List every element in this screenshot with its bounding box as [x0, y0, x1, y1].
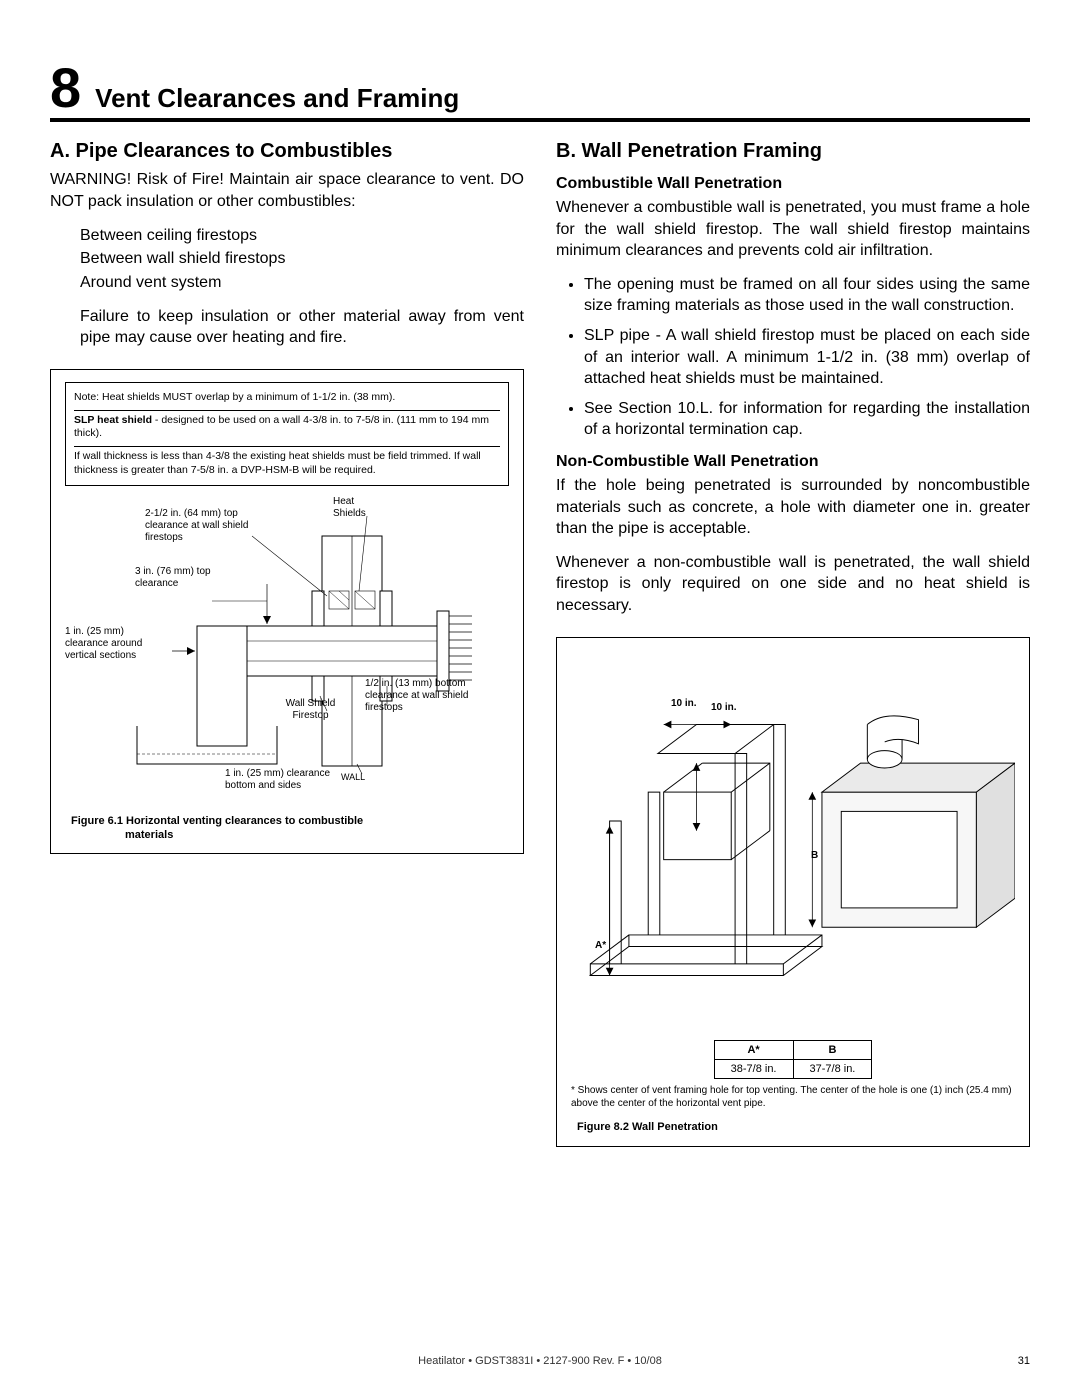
- note-row: Note: Heat shields MUST overlap by a min…: [74, 389, 500, 407]
- label-heat-shields: Heat Shields: [333, 496, 383, 520]
- label-1in-bottom: 1 in. (25 mm) clearance bottom and sides: [225, 768, 335, 792]
- subheading-b: B. Wall Penetration Framing: [556, 140, 1030, 163]
- bullet-list: The opening must be framed on all four s…: [584, 274, 1030, 441]
- caption-line-2: materials: [125, 828, 509, 842]
- failure-text: Failure to keep insulation or other mate…: [80, 306, 524, 349]
- list-item: Between ceiling ﬁrestops: [80, 224, 524, 247]
- label-b: B: [811, 850, 818, 862]
- label-a-star: A*: [595, 940, 606, 952]
- list-item: See Section 10.L. for information for re…: [584, 398, 1030, 441]
- label-top-clear-wall: 2-1/2 in. (64 mm) top clearance at wall …: [145, 508, 255, 544]
- page-number: 31: [1018, 1355, 1030, 1367]
- dimension-table: A* B 38-7/8 in. 37-7/8 in.: [714, 1040, 873, 1080]
- clearance-locations: Between ceiling ﬁrestops Between wall sh…: [80, 224, 524, 294]
- label-1in-vert: 1 in. (25 mm) clearance around vertical …: [65, 626, 165, 662]
- page-footer: Heatilator • GDST3831I • 2127-900 Rev. F…: [0, 1355, 1080, 1367]
- list-item: Around vent system: [80, 271, 524, 294]
- para-noncomb-1: If the hole being penetrated is surround…: [556, 475, 1030, 540]
- label-10in-b: 10 in.: [711, 702, 737, 714]
- label-wall: WALL: [341, 772, 365, 783]
- section-number: 8: [50, 60, 81, 116]
- para-combustible: Whenever a combustible wall is penetrate…: [556, 197, 1030, 262]
- para-noncomb-2: Whenever a non-combustible wall is penet…: [556, 552, 1030, 617]
- figure-6-1-diagram: Heat Shields 2-1/2 in. (64 mm) top clear…: [65, 496, 509, 806]
- two-column-layout: A. Pipe Clearances to Combustibles WARNI…: [50, 140, 1030, 1147]
- list-item: The opening must be framed on all four s…: [584, 274, 1030, 317]
- subheading-a: A. Pipe Clearances to Combustibles: [50, 140, 524, 163]
- label-top-clear-3in: 3 in. (76 mm) top clearance: [135, 566, 225, 590]
- wall-penetration-svg: [571, 660, 1015, 1040]
- right-column: B. Wall Penetration Framing Combustible …: [556, 140, 1030, 1147]
- table-header: A*: [714, 1040, 793, 1059]
- figure-8-2-caption: Figure 8.2 Wall Penetration: [571, 1120, 1015, 1134]
- table-cell: 38-7/8 in.: [714, 1059, 793, 1078]
- table-cell: 37-7/8 in.: [793, 1059, 872, 1078]
- figure-6-1-box: Note: Heat shields MUST overlap by a min…: [50, 369, 524, 854]
- sub-combustible: Combustible Wall Penetration: [556, 175, 1030, 193]
- left-column: A. Pipe Clearances to Combustibles WARNI…: [50, 140, 524, 1147]
- label-half-in-bottom: 1/2 in. (13 mm) bottom clearance at wall…: [365, 678, 485, 714]
- warning-text: WARNING! Risk of Fire! Maintain air spac…: [50, 169, 524, 212]
- section-header: 8 Vent Clearances and Framing: [50, 60, 1030, 122]
- note-row: If wall thickness is less than 4-3/8 the…: [74, 446, 500, 479]
- label-wall-shield: Wall Shield Firestop: [283, 698, 338, 722]
- note-bold: SLP heat shield: [74, 414, 152, 426]
- table-header: B: [793, 1040, 872, 1059]
- figure-8-2-diagram: 10 in. 10 in. A* B: [571, 660, 1015, 1040]
- caption-line-1: Figure 6.1 Horizontal venting clearances…: [71, 815, 363, 827]
- figure-6-1-caption: Figure 6.1 Horizontal venting clearances…: [65, 814, 509, 843]
- figure-note-box: Note: Heat shields MUST overlap by a min…: [65, 382, 509, 486]
- list-item: SLP pipe - A wall shield ﬁrestop must be…: [584, 325, 1030, 390]
- list-item: Between wall shield ﬁrestops: [80, 247, 524, 270]
- note-row: SLP heat shield - designed to be used on…: [74, 410, 500, 443]
- section-title: Vent Clearances and Framing: [95, 83, 459, 114]
- sub-noncombustible: Non-Combustible Wall Penetration: [556, 453, 1030, 471]
- figure-8-2-box: 10 in. 10 in. A* B A* B 38-7/8 in. 37-7/…: [556, 637, 1030, 1148]
- figure-footnote: * Shows center of vent framing hole for …: [571, 1085, 1015, 1110]
- label-10in-a: 10 in.: [671, 698, 697, 710]
